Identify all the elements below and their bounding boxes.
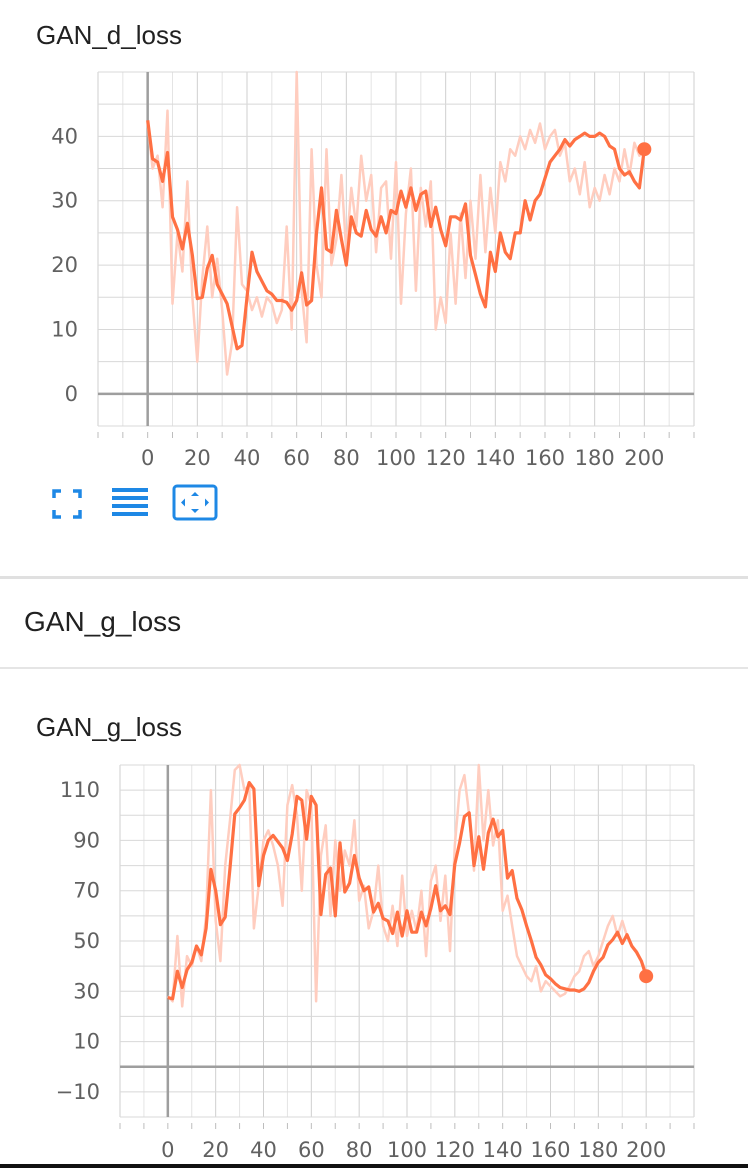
x-tick-label: 100: [387, 1138, 427, 1162]
y-tick-label: 110: [60, 778, 100, 802]
y-tick-label: 30: [73, 979, 100, 1003]
smoothed-series-line: [146, 120, 646, 351]
x-tick-label: 120: [426, 446, 466, 470]
x-tick-label: 160: [530, 1138, 570, 1162]
fullscreen-button[interactable]: [52, 486, 96, 522]
x-tick-label: 100: [376, 446, 416, 470]
chart-d-loss[interactable]: 0 20 40 60 80 100 120 140 160 180 200 0 10 20 30 40: [0, 60, 748, 480]
y-tick-label: 90: [73, 828, 100, 852]
x-tick-label: 140: [475, 446, 515, 470]
x-tick-label: 80: [333, 446, 360, 470]
last-point-marker[interactable]: [637, 142, 652, 157]
y-tick-label: 40: [51, 124, 78, 148]
x-tick-label: 60: [283, 446, 310, 470]
x-tick-label: 0: [161, 1138, 174, 1162]
toggle-lines-button[interactable]: [110, 486, 154, 522]
y-tick-label: 30: [51, 189, 78, 213]
section-title-g-loss[interactable]: GAN_g_loss: [24, 606, 182, 637]
x-tick-label: 80: [346, 1138, 373, 1162]
x-tick-label: 200: [624, 446, 664, 470]
x-tick-label: 140: [483, 1138, 523, 1162]
fullscreen-icon: [52, 489, 82, 519]
x-tick-label: 120: [435, 1138, 475, 1162]
last-point-marker[interactable]: [639, 969, 654, 984]
chart-title-d-loss: GAN_d_loss: [36, 20, 182, 50]
fit-domain-icon: [172, 484, 218, 521]
x-tick-label: 200: [626, 1138, 666, 1162]
y-tick-label: 20: [51, 253, 78, 277]
section-divider: [0, 576, 748, 579]
raw-series-line: [146, 70, 646, 376]
chart-title-g-loss: GAN_g_loss: [36, 712, 182, 742]
section-header-divider: [0, 667, 748, 669]
grid: [97, 71, 695, 427]
y-tick-label: 0: [65, 382, 78, 406]
y-tick-label: −10: [56, 1080, 100, 1104]
x-tick-label: 20: [202, 1138, 229, 1162]
toggle-lines-icon: [112, 488, 148, 516]
x-tick-label: 20: [184, 446, 211, 470]
x-tick-label: 160: [525, 446, 565, 470]
y-tick-label: 70: [73, 879, 100, 903]
x-tick-label: 180: [575, 446, 615, 470]
y-tick-label: 10: [73, 1030, 100, 1054]
y-tick-label: 10: [51, 317, 78, 341]
x-tick-label: 0: [141, 446, 154, 470]
chart-g-loss[interactable]: 0 20 40 60 80 100 120 140 160 180 200 110 90 70 50 30 10…: [0, 755, 748, 1165]
bottom-border: [0, 1164, 748, 1168]
x-tick-label: 60: [298, 1138, 325, 1162]
y-tick-label: 50: [73, 929, 100, 953]
smoothed-series-line: [167, 781, 648, 1001]
x-tick-label: 40: [250, 1138, 277, 1162]
x-tick-label: 40: [234, 446, 261, 470]
grid: [119, 764, 695, 1118]
x-tick-label: 180: [578, 1138, 618, 1162]
fit-domain-button[interactable]: [172, 484, 218, 522]
